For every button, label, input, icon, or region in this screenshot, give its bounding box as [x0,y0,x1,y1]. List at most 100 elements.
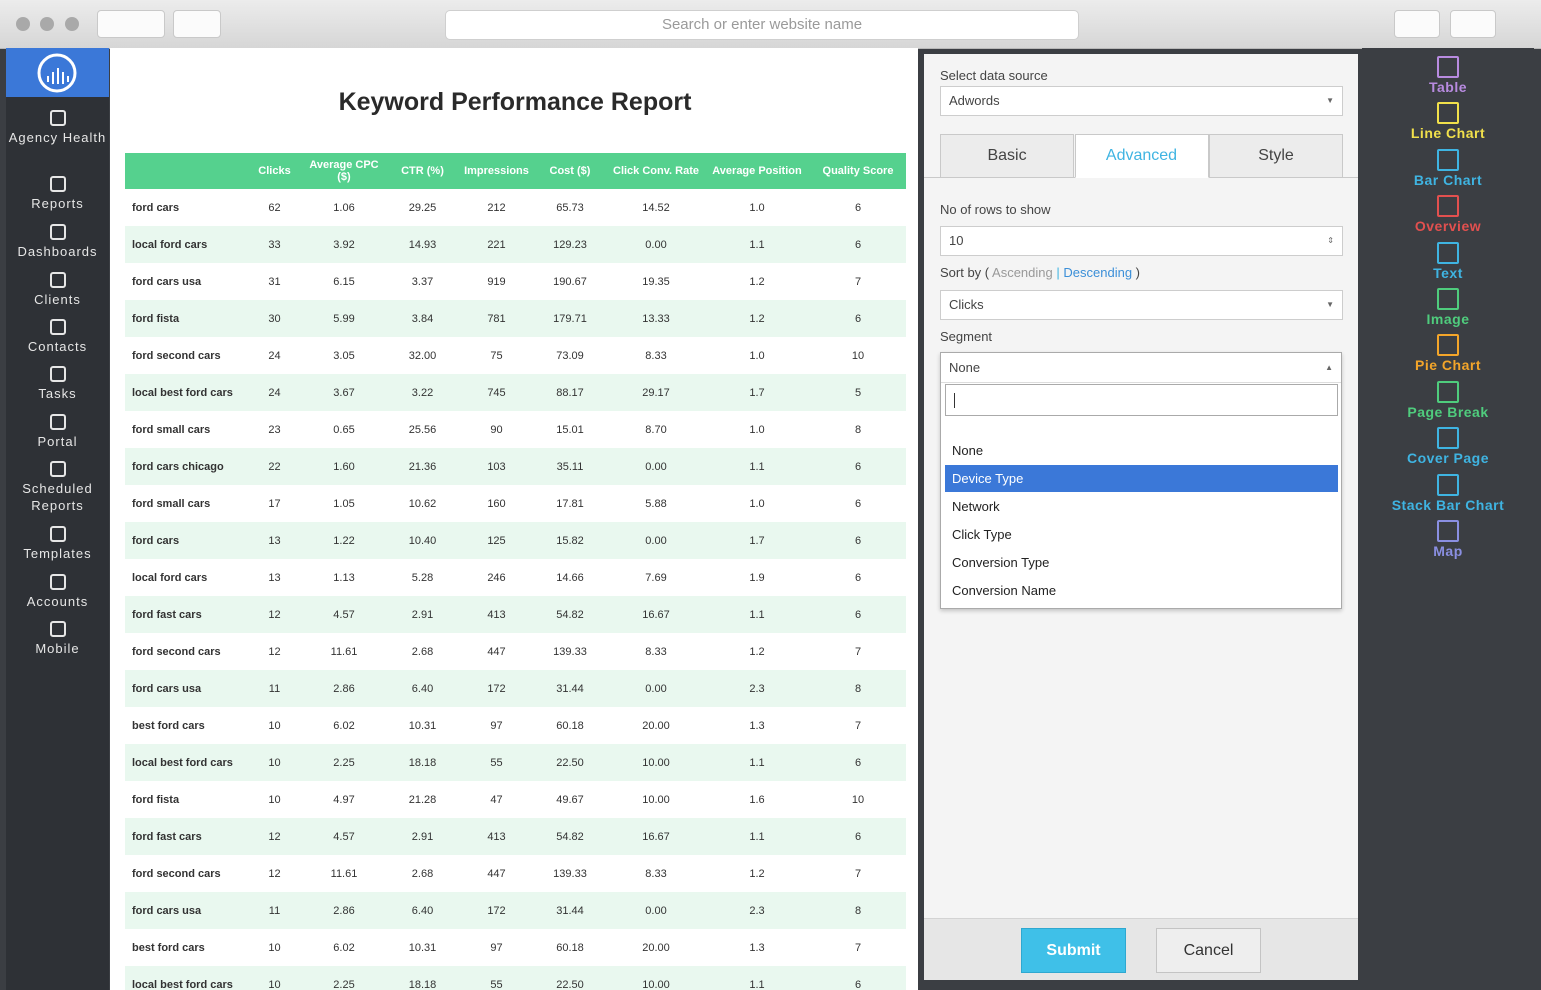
widget[interactable]: Text [1362,241,1534,281]
window-minimize[interactable] [40,17,54,31]
value-cell: 8 [810,411,906,448]
value-cell: 60.18 [532,707,608,744]
download-button[interactable] [1450,10,1496,38]
nav-item[interactable]: Clients [6,272,109,308]
value-cell: 97 [461,929,532,966]
window-close[interactable] [16,17,30,31]
nav-item[interactable]: Accounts [6,574,109,610]
dropdown-option[interactable]: Click Type [952,527,1012,542]
nav-item[interactable]: Contacts [6,319,109,355]
value-cell: 16.67 [608,596,704,633]
cancel-button[interactable]: Cancel [1156,928,1261,973]
value-cell: 11 [245,892,304,929]
sort-descending[interactable]: Descending [1063,265,1133,280]
share-button[interactable] [1394,10,1440,38]
nav-item[interactable]: Dashboards [6,224,109,260]
widget[interactable]: Map [1362,520,1534,559]
widget[interactable]: Stack Bar Chart [1362,473,1534,513]
dropdown-option[interactable]: Conversion Name [952,583,1057,598]
nav-item[interactable]: Scheduled Reports [6,461,109,514]
widget[interactable]: Pie Chart [1362,334,1534,373]
widget[interactable]: Line Chart [1362,102,1534,141]
value-cell: 0.00 [608,226,704,263]
table-row: best ford cars 10 6.02 10.31 97 60.18 20.00 1.3… [125,929,906,966]
header-cell: Quality Score [810,153,906,189]
submit-button[interactable]: Submit [1021,928,1126,973]
value-cell: 17.81 [532,485,608,522]
tab[interactable]: Advanced [1074,134,1209,178]
table-row: best ford cars 10 6.02 10.31 97 60.18 20.00 1.3… [125,707,906,744]
widget[interactable]: Overview [1362,195,1534,234]
value-cell: 10 [245,781,304,818]
value-cell: 10 [245,966,304,990]
value-cell: 1.1 [704,818,810,855]
widget[interactable]: Page Break [1362,380,1534,420]
value-cell: 10.40 [384,522,461,559]
value-cell: 6 [810,818,906,855]
dropdown-option[interactable]: None [952,443,984,458]
value-cell: 12 [245,818,304,855]
keyword-cell: ford cars usa [125,892,245,929]
nav-item[interactable]: Portal [6,414,109,450]
nav-item[interactable]: Reports [6,176,109,212]
logo[interactable] [6,48,109,97]
nav-icon [49,526,66,542]
header-cell: Clicks [245,153,304,189]
nav-item[interactable]: Templates [6,526,109,562]
widget-palette: Table Line Chart Bar Chart Overview Text Imag… [1362,48,1534,570]
widget[interactable]: Cover Page [1362,427,1534,466]
sort-field-select[interactable]: Clicks ▼ [940,290,1343,320]
sort-ascending[interactable]: Ascending [992,265,1053,280]
dropdown-option[interactable]: Conversion Type [952,555,1050,570]
data-source-select[interactable]: Adwords ▼ [940,86,1343,116]
keyword-cell: best ford cars [125,929,245,966]
value-cell: 20.00 [608,707,704,744]
widget[interactable]: Image [1362,288,1534,327]
back-forward[interactable] [97,10,165,38]
widget-label: Bar Chart [1413,171,1483,188]
value-cell: 19.35 [608,263,704,300]
widget[interactable]: Table [1362,56,1534,95]
tab[interactable]: Basic [940,134,1074,178]
value-cell: 49.67 [532,781,608,818]
segment-select[interactable]: None ▲ [941,353,1341,383]
value-cell: 6 [810,485,906,522]
value-cell: 8.33 [608,337,704,374]
dropdown-option[interactable]: Network [952,499,1000,514]
widget-icon [1437,195,1459,218]
table-row: local best ford cars 10 2.25 18.18 55 22.50 10… [125,966,906,990]
settings-panel: Select data source Adwords ▼ Basic Advance… [924,54,1358,980]
nav-label: Scheduled Reports [22,481,93,513]
value-cell: 0.00 [608,448,704,485]
value-cell: 139.33 [532,633,608,670]
tab[interactable]: Style [1209,134,1343,178]
value-cell: 139.33 [532,855,608,892]
header-cell: Click Conv. Rate [608,153,704,189]
nav-icon [49,272,66,288]
value-cell: 3.84 [384,300,461,337]
address-bar[interactable]: Search or enter website name [445,10,1079,40]
input-value: 10 [949,233,964,248]
dropdown-option[interactable]: Device Type [945,465,1338,492]
sidebar-toggle[interactable] [173,10,221,38]
value-cell: 1.3 [704,707,810,744]
value-cell: 2.91 [384,596,461,633]
widget-icon [1437,473,1459,496]
value-cell: 2.3 [704,670,810,707]
value-cell: 413 [461,818,532,855]
value-cell: 190.67 [532,263,608,300]
widget[interactable]: Bar Chart [1362,148,1534,188]
table-row: ford second cars 24 3.05 32.00 75 73.09 8.33 1.… [125,337,906,374]
nav-icon [49,224,66,240]
value-cell: 2.91 [384,818,461,855]
dropdown-search[interactable] [945,384,1338,416]
keyword-cell: ford second cars [125,633,245,670]
value-cell: 3.67 [304,374,384,411]
rows-input[interactable]: 10 ⇕ [940,226,1343,256]
nav-item[interactable]: Tasks [6,366,109,402]
window-zoom[interactable] [65,17,79,31]
nav-item[interactable]: Agency Health [6,110,109,146]
nav-item[interactable]: Mobile [6,621,109,657]
report-title: Keyword Performance Report [338,88,692,116]
table-header: Clicks Average CPC ($) CTR (%) Impressions C… [125,153,906,189]
